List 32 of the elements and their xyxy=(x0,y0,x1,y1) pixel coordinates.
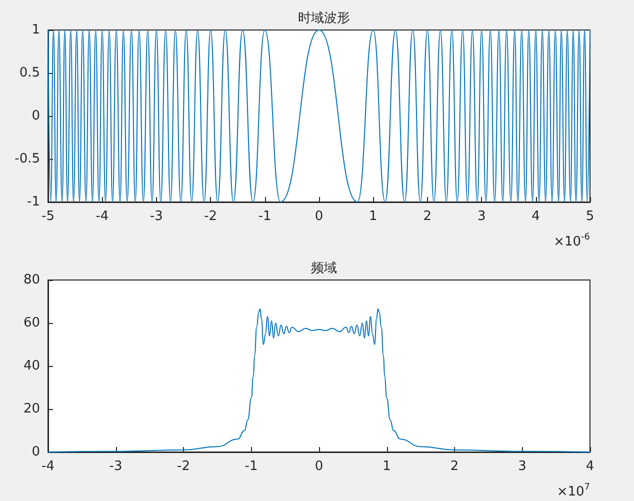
x-tick-label: -1 xyxy=(258,209,272,224)
x-tick-label: -2 xyxy=(204,209,218,224)
x-tick-label: 2 xyxy=(423,209,432,224)
y-tick-label: 60 xyxy=(23,316,40,330)
y-tick-label: 80 xyxy=(23,272,40,288)
x-tick-label: -1 xyxy=(244,459,258,474)
y-tick-label: 1 xyxy=(32,22,40,38)
y-tick-label: -0.5 xyxy=(14,152,40,166)
y-tick-label: 20 xyxy=(23,402,40,416)
x-tick-label: 4 xyxy=(586,459,594,474)
x-tick-label: -4 xyxy=(96,209,109,224)
x-tick-label: 3 xyxy=(477,209,486,224)
y-tick-label: 40 xyxy=(23,358,40,374)
chart-title: 时域波形 xyxy=(298,11,350,26)
x-tick-label: -3 xyxy=(150,209,163,224)
x-tick-label: 1 xyxy=(369,209,378,224)
y-tick-label: 0 xyxy=(32,108,40,124)
x-tick-label: 3 xyxy=(518,459,526,474)
x-tick-label: 5 xyxy=(586,209,594,224)
y-tick-label: -1 xyxy=(27,194,40,210)
y-tick-label: 0.5 xyxy=(19,66,40,80)
x-tick-label: 0 xyxy=(314,459,324,474)
x-tick-label: -3 xyxy=(109,459,122,474)
x-tick-label: 2 xyxy=(450,459,459,474)
x-tick-label: -5 xyxy=(42,209,54,224)
x-tick-label: 1 xyxy=(382,459,391,474)
x-tick-label: 4 xyxy=(532,209,540,224)
x-tick-label: 0 xyxy=(314,209,324,224)
chart-title: 频域 xyxy=(311,261,337,276)
x-tick-label: -4 xyxy=(42,459,54,474)
y-tick-label: 0 xyxy=(32,444,40,460)
x-tick-label: -2 xyxy=(177,459,190,474)
